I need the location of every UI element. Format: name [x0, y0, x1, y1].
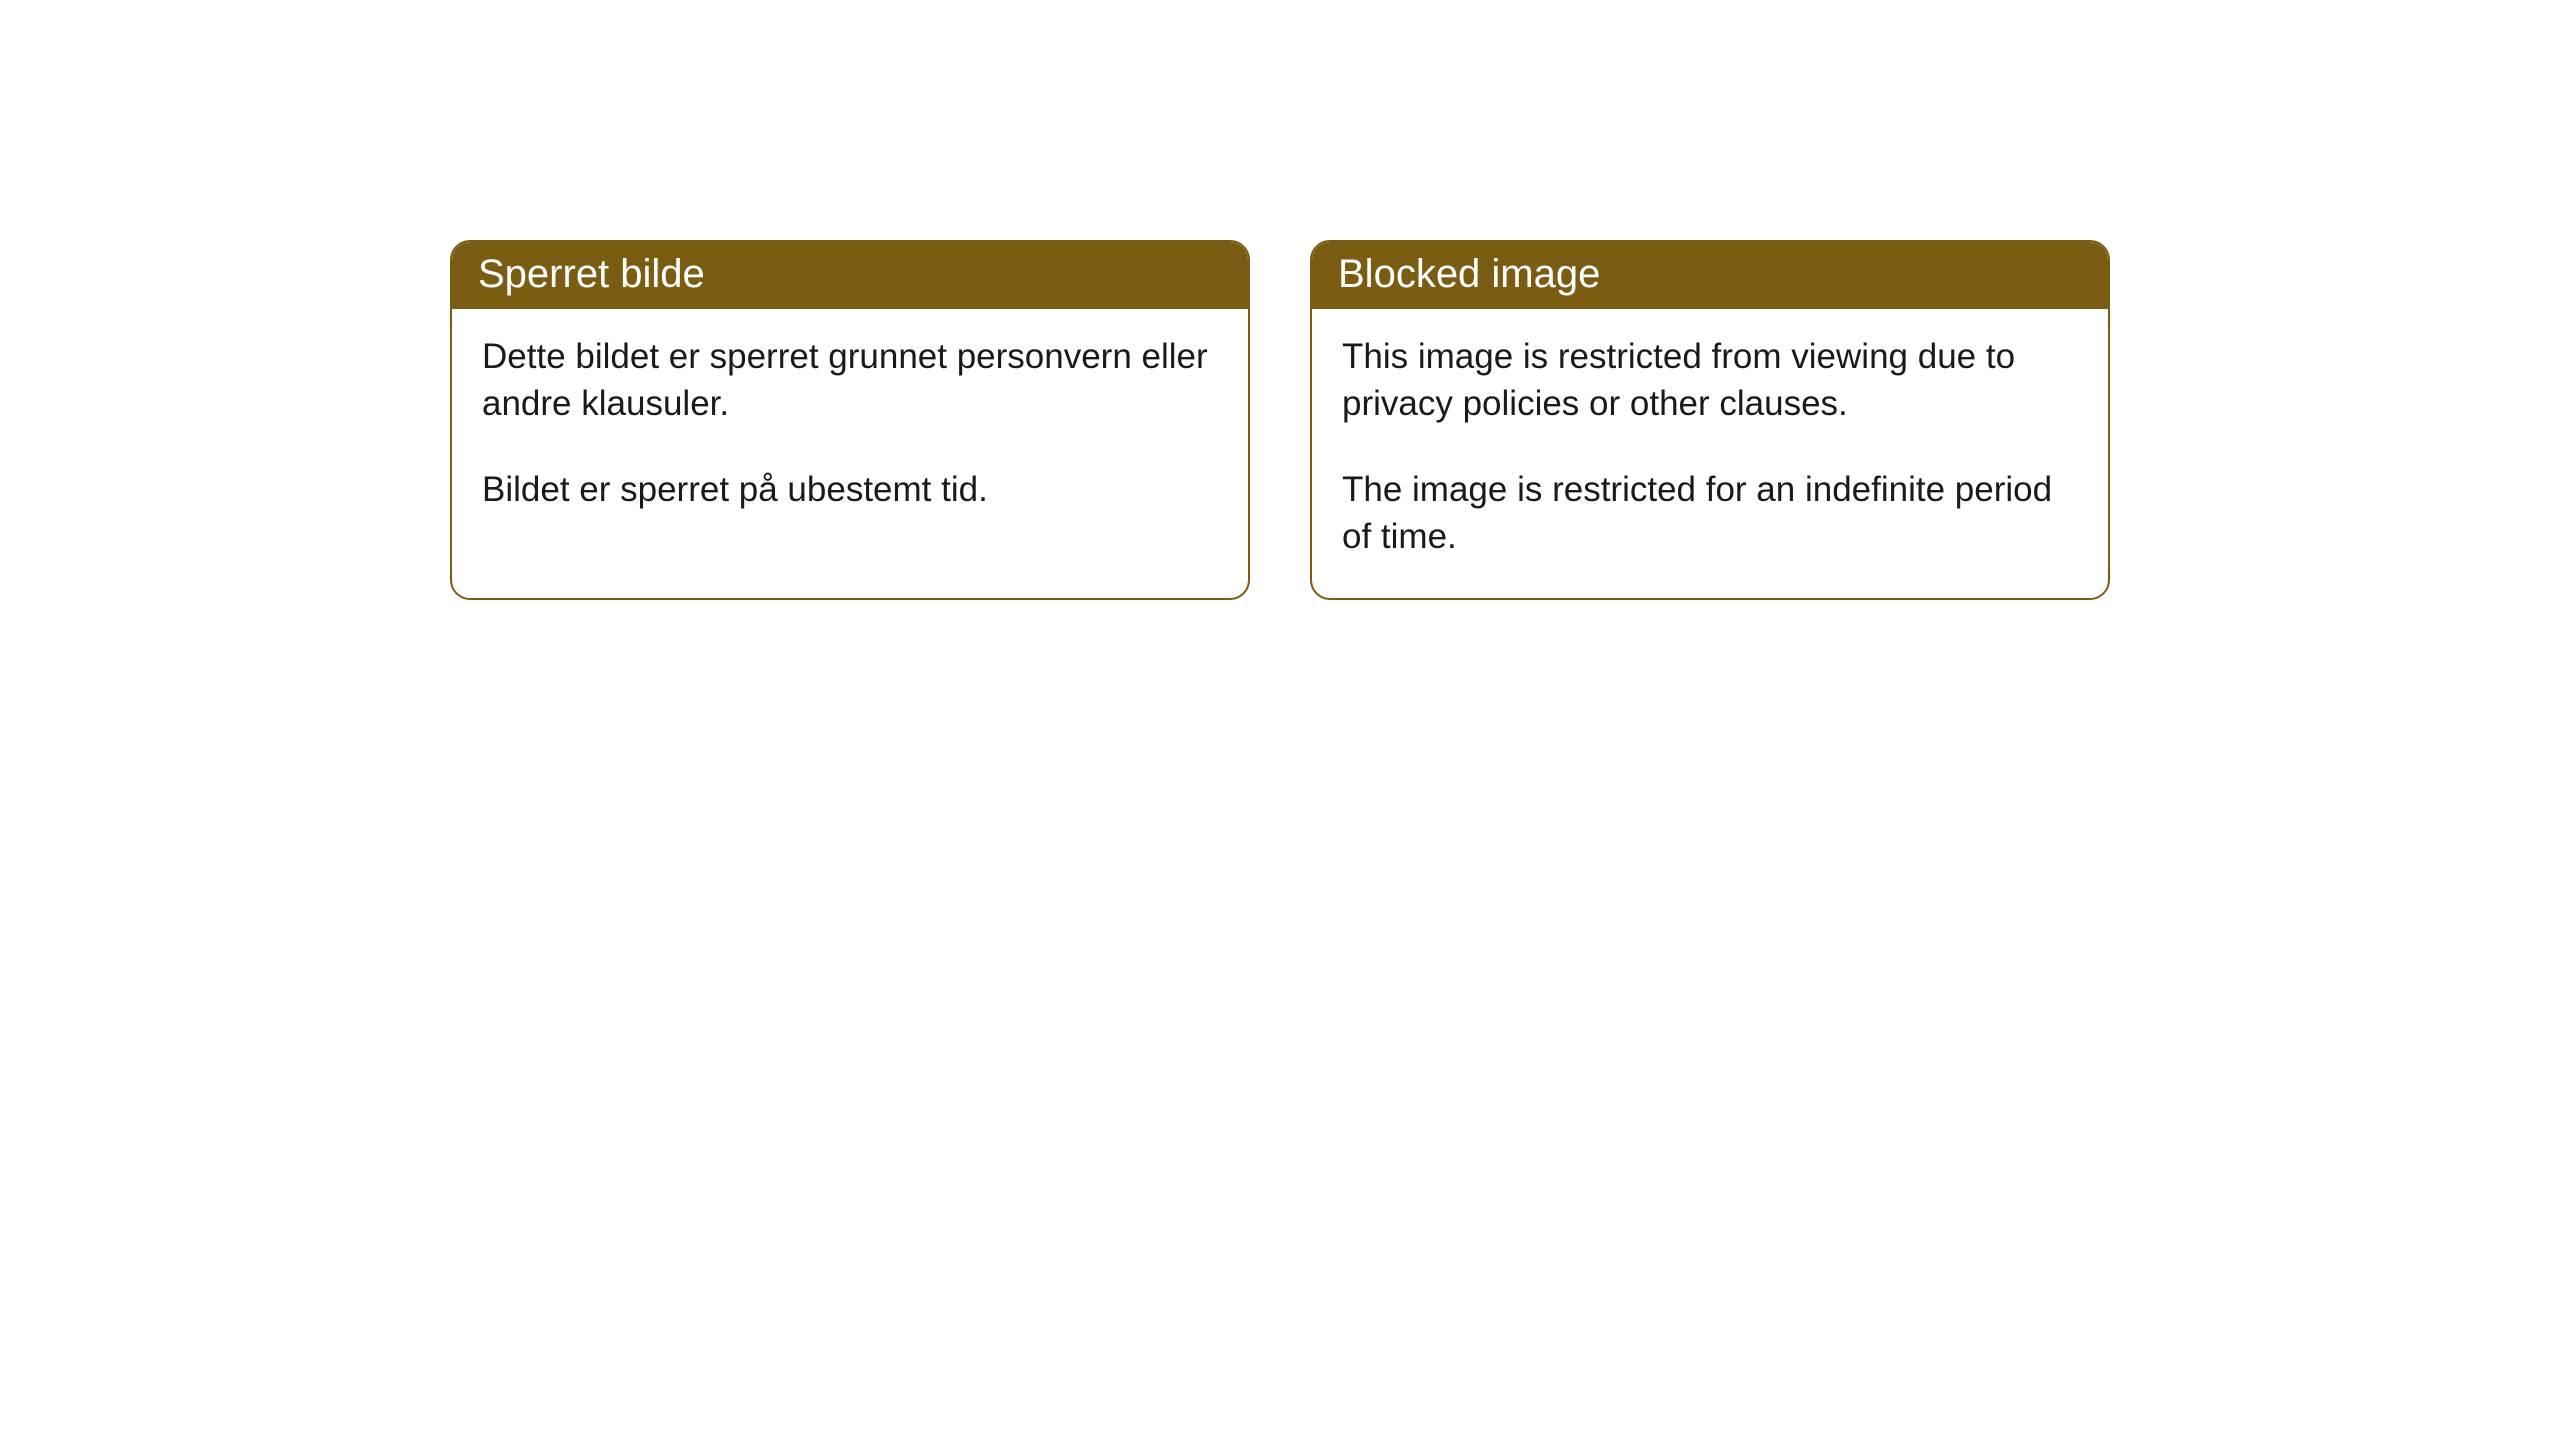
card-text-en-2: The image is restricted for an indefinit…: [1342, 466, 2078, 561]
cards-container: Sperret bilde Dette bildet er sperret gr…: [0, 0, 2560, 600]
card-no: Sperret bilde Dette bildet er sperret gr…: [450, 240, 1250, 600]
card-text-en-1: This image is restricted from viewing du…: [1342, 333, 2078, 428]
card-header-en: Blocked image: [1312, 242, 2108, 309]
card-body-no: Dette bildet er sperret grunnet personve…: [452, 309, 1248, 551]
card-en: Blocked image This image is restricted f…: [1310, 240, 2110, 600]
card-text-no-1: Dette bildet er sperret grunnet personve…: [482, 333, 1218, 428]
card-text-no-2: Bildet er sperret på ubestemt tid.: [482, 466, 1218, 513]
card-header-no: Sperret bilde: [452, 242, 1248, 309]
card-body-en: This image is restricted from viewing du…: [1312, 309, 2108, 598]
